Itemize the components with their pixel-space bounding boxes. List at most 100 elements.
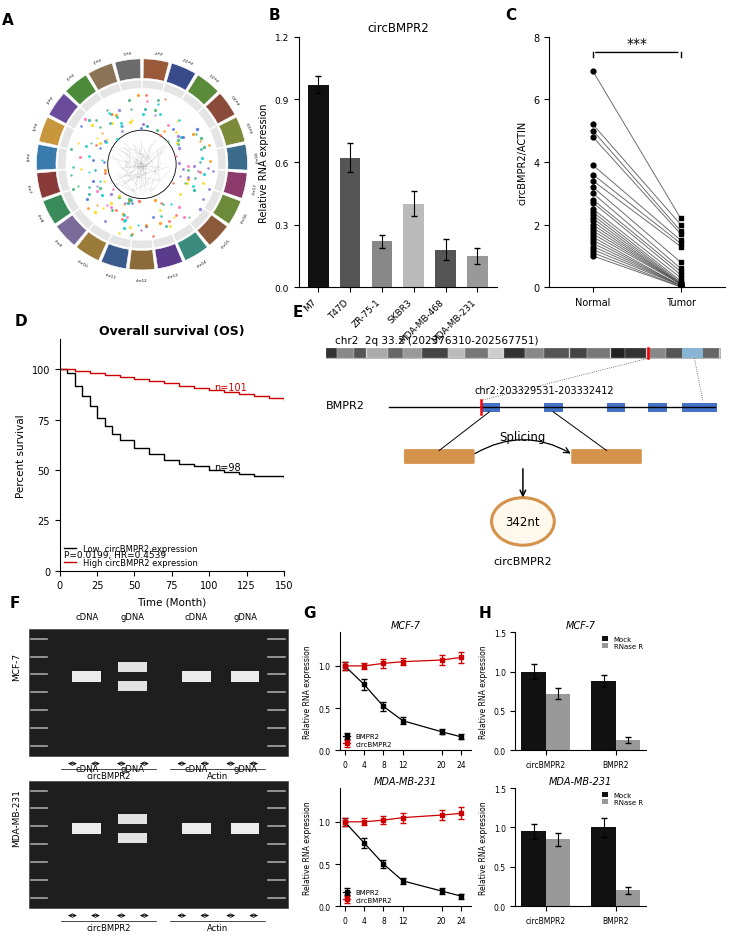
Point: [91, 184, 103, 199]
Text: chr22: chr22: [182, 56, 194, 64]
Text: chrY: chrY: [153, 48, 162, 54]
Low  circBMPR2 expression: [175, 459, 184, 470]
FancyBboxPatch shape: [404, 449, 474, 464]
Wedge shape: [187, 76, 218, 106]
Point: [675, 233, 686, 248]
Point: [75, 150, 87, 165]
FancyBboxPatch shape: [544, 403, 562, 413]
Point: [173, 142, 185, 157]
Point: [675, 261, 686, 277]
Wedge shape: [226, 145, 247, 171]
Point: [101, 136, 113, 151]
FancyBboxPatch shape: [182, 823, 211, 834]
Point: [675, 224, 686, 239]
Y-axis label: Relative RNA expression: Relative RNA expression: [259, 103, 269, 223]
Point: [149, 193, 161, 208]
Text: n=101: n=101: [214, 382, 247, 392]
Point: [96, 153, 108, 168]
Wedge shape: [109, 235, 131, 248]
Point: [587, 218, 599, 233]
Wedge shape: [58, 149, 67, 170]
Text: cDNA: cDNA: [75, 613, 99, 621]
Text: MDA-MB-231: MDA-MB-231: [12, 788, 21, 847]
Text: B: B: [269, 8, 281, 23]
Bar: [616, 890, 640, 906]
High circBMPR2 expression: [235, 389, 244, 400]
Wedge shape: [99, 85, 121, 100]
Point: [167, 210, 179, 225]
Bar: [467, 257, 488, 288]
FancyBboxPatch shape: [489, 348, 503, 359]
Point: [162, 134, 174, 149]
Wedge shape: [115, 59, 140, 82]
Point: [81, 193, 93, 208]
Point: [176, 130, 187, 145]
Point: [140, 220, 152, 235]
FancyBboxPatch shape: [119, 663, 147, 672]
Point: [675, 278, 686, 293]
Point: [91, 131, 103, 146]
Text: chr8: chr8: [36, 213, 43, 223]
Low  circBMPR2 expression: [249, 471, 258, 482]
Point: [190, 127, 202, 143]
FancyBboxPatch shape: [326, 348, 719, 359]
Point: [87, 153, 99, 168]
Bar: [521, 832, 546, 906]
Point: [197, 192, 209, 207]
Point: [125, 102, 137, 117]
Point: [195, 143, 207, 158]
Point: [675, 240, 686, 255]
Text: P=0.0199, HR=0.4539: P=0.0199, HR=0.4539: [64, 550, 167, 559]
Text: chr5: chr5: [30, 122, 37, 131]
Point: [87, 175, 99, 190]
High circBMPR2 expression: [130, 375, 139, 386]
Text: chr10: chr10: [76, 259, 88, 268]
Point: [123, 93, 134, 109]
FancyBboxPatch shape: [367, 348, 388, 359]
Point: [105, 108, 117, 123]
Wedge shape: [197, 215, 227, 246]
Text: cDNA: cDNA: [185, 613, 208, 621]
Point: [101, 198, 113, 213]
Bar: [616, 740, 640, 750]
Point: [587, 130, 599, 145]
FancyBboxPatch shape: [503, 348, 524, 359]
Wedge shape: [223, 172, 247, 199]
High circBMPR2 expression: [63, 364, 72, 376]
Point: [187, 183, 199, 198]
Point: [177, 162, 189, 177]
Bar: [340, 159, 360, 288]
High circBMPR2 expression: [175, 380, 184, 392]
Point: [83, 150, 95, 165]
Low  circBMPR2 expression: [63, 368, 72, 379]
Point: [98, 156, 110, 171]
FancyBboxPatch shape: [29, 782, 288, 908]
Point: [587, 237, 599, 252]
Legend: BMPR2, circBMPR2: BMPR2, circBMPR2: [344, 889, 392, 902]
Text: chr20: chr20: [231, 93, 241, 105]
Point: [170, 209, 182, 224]
Wedge shape: [90, 225, 111, 242]
Legend: Mock, RNase R: Mock, RNase R: [602, 792, 642, 805]
FancyBboxPatch shape: [231, 671, 259, 683]
Point: [675, 277, 686, 292]
Point: [94, 181, 106, 196]
Point: [587, 243, 599, 258]
Y-axis label: Relative RNA expression: Relative RNA expression: [479, 645, 488, 738]
Text: MCF-7: MCF-7: [12, 651, 21, 680]
Point: [587, 221, 599, 236]
Point: [182, 173, 194, 188]
Point: [675, 264, 686, 279]
Point: [119, 196, 131, 211]
Point: [587, 249, 599, 264]
High circBMPR2 expression: [279, 395, 288, 406]
FancyBboxPatch shape: [545, 348, 569, 359]
Point: [140, 218, 152, 233]
Point: [192, 164, 204, 179]
Point: [675, 278, 686, 293]
Text: chr3: chr3: [64, 72, 74, 80]
Point: [118, 221, 130, 236]
Point: [587, 233, 599, 248]
Point: [141, 94, 153, 110]
Point: [75, 162, 87, 177]
